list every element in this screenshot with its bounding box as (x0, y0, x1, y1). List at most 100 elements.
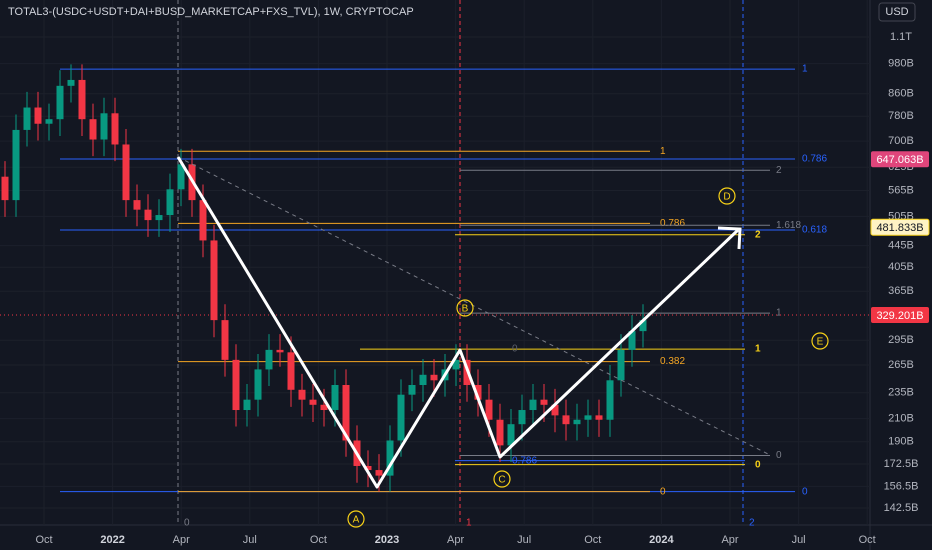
candle-body (1, 176, 9, 201)
candle-body (507, 424, 515, 446)
fib-label: 0 (512, 344, 518, 355)
candle-body (45, 119, 53, 124)
fib-label: 1 (802, 64, 808, 75)
candle-body (100, 113, 108, 140)
y-tick-label: 780B (888, 110, 914, 122)
pattern-point (811, 332, 829, 350)
y-tick-label: 172.5B (884, 458, 919, 470)
y-tick-label: 860B (888, 88, 914, 100)
x-tick-label: Apr (721, 534, 738, 546)
x-tick-label: Apr (173, 534, 190, 546)
candle-body (606, 380, 614, 420)
candle-body (232, 359, 240, 411)
pattern-point-label: E (817, 337, 824, 348)
candle-body (342, 384, 350, 441)
fib-label: 0 (802, 486, 808, 497)
fib-label: 0.382 (660, 356, 685, 367)
x-tick-label: Jul (243, 534, 257, 546)
vertical-marker-label: 2 (749, 518, 755, 529)
y-tick-label: 142.5B (884, 502, 919, 514)
y-tick-label: 210B (888, 413, 914, 425)
candle-body (122, 144, 130, 201)
candle-body (595, 415, 603, 420)
candle-body (562, 415, 570, 425)
candle-body (331, 384, 339, 411)
pattern-point-label: A (353, 515, 360, 526)
pattern-point (718, 187, 736, 205)
candle-body (452, 359, 460, 370)
x-tick-label: 2024 (649, 534, 674, 546)
candle-body (364, 465, 372, 471)
x-tick-label: 2023 (375, 534, 399, 546)
fib-label: 0.786 (512, 455, 537, 466)
candle-body (78, 79, 86, 120)
fib-label: 1 (776, 308, 782, 319)
arrow-head (717, 226, 742, 250)
candle-body (133, 200, 141, 210)
candle-body (518, 410, 526, 425)
candle-body (573, 419, 581, 425)
price-tag (871, 307, 929, 324)
candle-body (265, 349, 273, 370)
candle-body (551, 404, 559, 416)
candle-body (320, 404, 328, 411)
price-tag-label: 647.063B (876, 154, 923, 166)
y-tick-label: 265B (888, 359, 914, 371)
candle-body (430, 374, 438, 381)
candle-body (210, 240, 218, 321)
fib-label: 1 (755, 344, 761, 355)
y-tick-label: 190B (888, 436, 914, 448)
candle-body (584, 415, 592, 420)
y-tick-label: 235B (888, 387, 914, 399)
candle-body (375, 470, 383, 476)
pattern-point-label: D (723, 192, 730, 203)
candle-body (386, 440, 394, 476)
candle-body (221, 320, 229, 360)
x-tick-label: Oct (310, 534, 327, 546)
y-tick-label: 565B (888, 184, 914, 196)
y-tick-label: 156.5B (884, 480, 919, 492)
candle-body (12, 129, 20, 201)
fib-label: 0 (660, 486, 666, 497)
grid (0, 0, 870, 525)
candle-body (309, 399, 317, 405)
candle-body (144, 209, 152, 221)
candle-body (419, 374, 427, 385)
candle-body (34, 107, 42, 124)
x-tick-label: 2022 (100, 534, 124, 546)
fib-label: 0 (755, 459, 761, 470)
candle-body (298, 389, 306, 400)
x-tick-label: Jul (792, 534, 806, 546)
y-tick-label: 295B (888, 334, 914, 346)
candle-body (23, 107, 31, 130)
fib-label: 2 (755, 229, 761, 240)
x-tick-label: Oct (584, 534, 601, 546)
vertical-marker-label: 0 (184, 518, 190, 529)
candle-body (639, 320, 647, 332)
drawings: 0 1 2 1 0.786 0.618 0 1 0.786 0.382 0 2 1.618 1 0 2 1 0 0 0… (0, 0, 870, 529)
vertical-marker-label: 1 (466, 518, 472, 529)
candle-body (166, 189, 174, 216)
overlay (176, 156, 771, 489)
currency-label[interactable]: USD (885, 6, 908, 18)
price-tag (870, 218, 930, 236)
fib-label: 1.618 (776, 220, 801, 231)
fib-label: 1 (660, 146, 666, 157)
pattern-point (493, 470, 511, 488)
trend-line (177, 156, 771, 456)
currency-button[interactable] (878, 2, 916, 22)
pattern-point-label: B (462, 304, 469, 315)
candle-body (529, 399, 537, 411)
candle-body (155, 215, 163, 221)
candle-body (199, 200, 207, 241)
price-tag (871, 151, 929, 168)
y-tick-label: 1.1T (890, 31, 912, 43)
candle-body (474, 384, 482, 400)
fib-label: 0 (776, 450, 782, 461)
pattern-point-label: C (498, 475, 505, 486)
candle-body (617, 349, 625, 381)
x-tick-label: Oct (859, 534, 876, 546)
pattern-line (176, 156, 740, 489)
